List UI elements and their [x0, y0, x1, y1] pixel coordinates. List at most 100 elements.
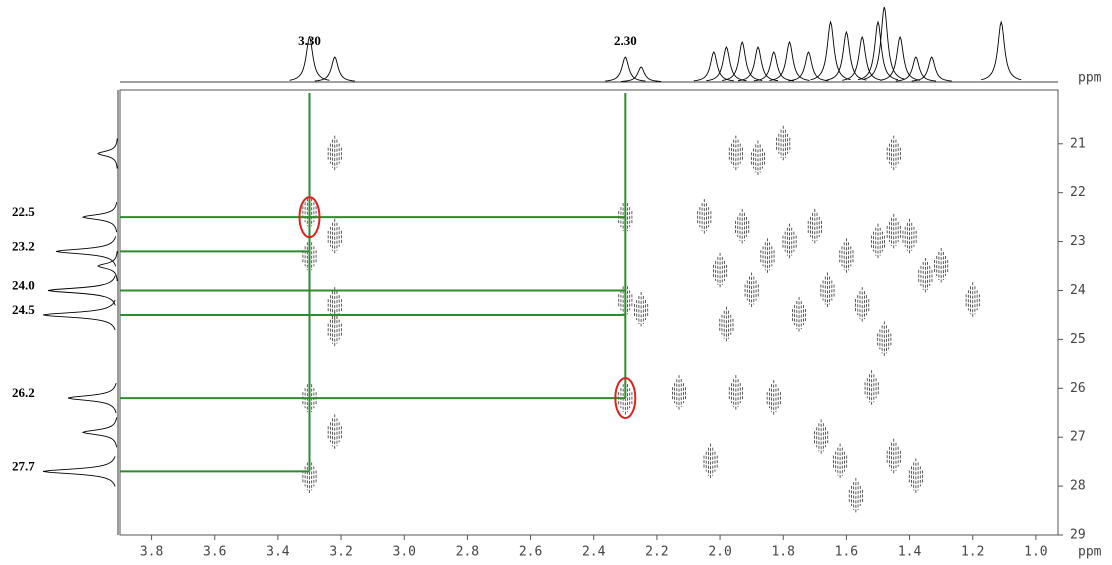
highlight-label: 2.30	[614, 33, 637, 48]
highlight-circle	[614, 377, 637, 420]
cross-peak	[327, 414, 342, 451]
x-axis-label: ppm	[1078, 545, 1102, 560]
cross-peak	[327, 311, 342, 348]
f2-peak	[981, 20, 1022, 81]
cross-peak	[902, 218, 917, 255]
highlight-label: 23.2	[12, 238, 35, 253]
f2-peak	[810, 20, 851, 81]
y-tick-label: 22	[1070, 185, 1086, 200]
x-tick-label: 1.2	[961, 545, 984, 560]
cross-peak	[327, 135, 342, 172]
cross-peak	[327, 218, 342, 255]
f1-peak	[42, 456, 116, 487]
x-tick-label: 3.0	[393, 545, 416, 560]
y-tick-label: 27	[1070, 430, 1086, 445]
f2-peak	[911, 56, 952, 82]
cross-peak	[792, 296, 807, 333]
x-tick-label: 2.8	[456, 545, 479, 560]
f2-peak	[693, 51, 734, 82]
f1-peak	[67, 382, 117, 414]
y-tick-label: 29	[1070, 528, 1086, 543]
cross-peak	[735, 208, 750, 245]
f1-peak	[55, 236, 117, 267]
cross-peak	[864, 370, 879, 407]
f2-peak	[769, 40, 810, 81]
cross-peak	[713, 252, 728, 289]
f2-peak	[753, 51, 794, 82]
cross-peak	[719, 306, 734, 343]
f1-peak	[42, 299, 116, 331]
y-tick-label: 28	[1070, 479, 1086, 494]
f1-peak	[96, 250, 118, 282]
cross-peak	[886, 438, 901, 475]
y-tick-label: 21	[1070, 136, 1086, 151]
f1-peak	[81, 202, 118, 233]
cross-peak	[855, 287, 870, 324]
x-tick-label: 3.2	[329, 545, 352, 560]
cross-peak	[965, 282, 980, 319]
cross-peak	[634, 292, 649, 329]
cross-peak	[848, 477, 863, 514]
y-tick-label: 23	[1070, 234, 1086, 249]
cross-peak	[744, 272, 759, 309]
cross-peak	[750, 140, 765, 177]
highlight-label: 27.7	[12, 458, 35, 473]
highlight-circle	[298, 196, 321, 239]
f2-peak	[842, 35, 883, 81]
y-axis-label: ppm	[1078, 71, 1102, 86]
cross-peak	[908, 458, 923, 495]
f2-peak	[895, 56, 936, 82]
x-tick-label: 2.0	[708, 545, 731, 560]
f1-peak	[47, 275, 116, 306]
y-tick-label: 26	[1070, 381, 1086, 396]
f2-peak	[826, 30, 867, 81]
f2-peak	[605, 56, 646, 82]
cross-peak	[839, 238, 854, 275]
f2-peak	[621, 66, 662, 82]
highlight-label: 22.5	[12, 204, 35, 219]
f2-peak	[706, 45, 747, 82]
x-tick-label: 1.6	[835, 545, 858, 560]
cross-peak	[807, 208, 822, 245]
cross-peak	[814, 419, 829, 456]
highlight-label: 24.0	[12, 277, 35, 292]
plot-frame	[119, 89, 1059, 536]
cross-peak	[766, 380, 781, 417]
cross-peak	[776, 125, 791, 162]
x-tick-label: 2.6	[519, 545, 542, 560]
highlight-label: 24.5	[12, 302, 35, 317]
highlight-label: 3.30	[298, 33, 321, 48]
cross-peak	[728, 375, 743, 412]
cross-peak	[782, 223, 797, 260]
cross-peak	[877, 321, 892, 358]
y-tick-label: 24	[1070, 283, 1086, 298]
cross-peak	[820, 272, 835, 309]
cross-peak	[934, 248, 949, 285]
cross-peak	[703, 443, 718, 480]
cross-peak	[886, 135, 901, 172]
f2-peak	[864, 6, 905, 80]
y-tick-label: 25	[1070, 332, 1086, 347]
cross-peak	[697, 199, 712, 236]
f2-peak	[880, 35, 921, 81]
highlight-label: 26.2	[12, 385, 35, 400]
x-tick-label: 3.4	[266, 545, 290, 560]
cross-peak	[886, 213, 901, 250]
f2-peak	[788, 51, 829, 82]
f2-peak	[737, 45, 779, 82]
f2-peak	[722, 40, 763, 81]
f2-peak	[857, 20, 899, 81]
x-tick-label: 1.8	[771, 545, 794, 560]
x-tick-label: 2.4	[582, 545, 606, 560]
cross-peak	[833, 443, 848, 480]
cross-peak	[760, 238, 775, 275]
cross-peak	[672, 375, 687, 412]
f1-peak	[96, 138, 118, 169]
x-tick-label: 2.2	[645, 545, 668, 560]
x-tick-label: 1.0	[1024, 545, 1047, 560]
x-tick-label: 3.8	[140, 545, 163, 560]
f1-peak	[81, 417, 118, 448]
cross-peak	[728, 135, 743, 172]
x-tick-label: 3.6	[203, 545, 226, 560]
